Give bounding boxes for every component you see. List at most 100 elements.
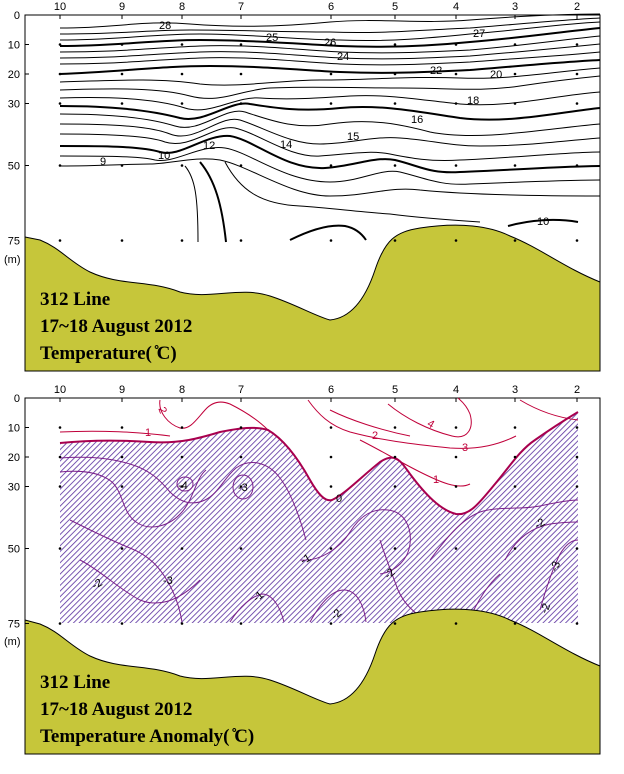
svg-text:28: 28 (159, 20, 171, 32)
sample-point (575, 426, 579, 429)
sample-point (58, 239, 62, 242)
station-label: 3 (512, 1, 518, 13)
sample-point (393, 239, 397, 242)
sample-point (58, 72, 62, 76)
sample-point (120, 455, 124, 459)
seafloor-land (24, 224, 601, 372)
sample-point (513, 455, 517, 459)
sample-point (575, 239, 579, 242)
svg-text:10: 10 (158, 150, 170, 162)
station-label: 10 (54, 1, 66, 13)
svg-text:-3: -3 (238, 482, 248, 494)
sample-point (575, 72, 579, 76)
sample-point (513, 43, 517, 46)
sample-point (454, 43, 458, 46)
sample-point (513, 622, 517, 625)
svg-text:18: 18 (467, 95, 479, 107)
svg-text:312 Line: 312 Line (40, 672, 110, 693)
sample-point (575, 622, 579, 625)
sample-point (329, 426, 333, 429)
temperature-panel: 10 9 8 7 6 5 4 3 2 0 10 20 30 50 75 (m) (4, 1, 601, 372)
svg-text:24: 24 (337, 51, 349, 63)
svg-text:-3: -3 (163, 575, 173, 587)
sample-point (58, 43, 62, 46)
sample-point (58, 426, 62, 429)
sample-point (329, 102, 333, 105)
sample-point (329, 455, 333, 459)
anomaly-caption: 312 Line 17~18 August 2012 Temperature A… (40, 672, 254, 747)
sample-point (393, 164, 397, 167)
sample-point (58, 164, 62, 167)
sample-point (329, 239, 333, 242)
station-label: 8 (179, 1, 185, 13)
sample-point (454, 164, 458, 167)
sample-point (239, 426, 243, 429)
svg-text:-3: -3 (549, 560, 564, 573)
sample-point (120, 102, 124, 105)
svg-text:2: 2 (155, 405, 168, 415)
sample-point (120, 164, 124, 167)
sample-point (513, 72, 517, 76)
depth-tick-label: 20 (8, 69, 20, 81)
depth-tick-label: 30 (8, 482, 20, 494)
depth-unit-label: (m) (4, 636, 21, 648)
svg-text:20: 20 (490, 69, 502, 81)
sample-point (329, 622, 333, 625)
svg-text:14: 14 (280, 139, 292, 151)
depth-axis-bottom: 0 10 20 30 50 75 (8, 393, 29, 631)
depth-tick-label: 30 (8, 99, 20, 111)
sample-point (239, 102, 243, 105)
station-axis-top: 10 9 8 7 6 5 4 3 2 (54, 1, 580, 19)
sample-point (454, 622, 458, 625)
sample-point (120, 547, 124, 550)
sample-point (58, 102, 62, 105)
anomaly-panel: 10 9 8 7 6 5 4 3 2 0 10 20 30 50 75 (m) 2 1 4 2 3 1 0… (4, 384, 601, 755)
station-label: 7 (238, 1, 244, 13)
sample-point (180, 102, 184, 105)
sample-point (393, 485, 397, 488)
sample-point (239, 43, 243, 46)
sample-point (239, 164, 243, 167)
sample-point (329, 164, 333, 167)
sample-point (180, 485, 184, 488)
depth-axis-top: 0 10 20 30 50 75 (8, 10, 29, 248)
svg-text:3: 3 (462, 442, 468, 454)
temperature-contour-labels: 28 27 26 25 24 22 20 18 16 15 14 12 10 9… (100, 20, 549, 228)
sample-point (454, 239, 458, 242)
svg-text:10: 10 (537, 216, 549, 228)
temperature-contours (59, 13, 601, 243)
depth-tick-label: 10 (8, 40, 20, 52)
sample-point (513, 485, 517, 488)
seafloor-land (24, 608, 601, 755)
depth-tick-label: 10 (8, 423, 20, 435)
sample-point (454, 426, 458, 429)
sample-point (239, 72, 243, 76)
sample-point (454, 72, 458, 76)
depth-unit-label: (m) (4, 254, 21, 266)
sample-point (454, 485, 458, 488)
sample-point (180, 426, 184, 429)
svg-text:-2: -2 (539, 602, 554, 615)
depth-tick-label: 0 (14, 10, 20, 22)
station-axis-bottom: 10 9 8 7 6 5 4 3 2 (54, 384, 580, 402)
sample-point (513, 426, 517, 429)
sample-point (120, 426, 124, 429)
sample-point (120, 622, 124, 625)
sample-point (454, 455, 458, 459)
sample-point (120, 485, 124, 488)
sample-point (575, 485, 579, 488)
sample-point (393, 547, 397, 550)
station-label: 8 (179, 384, 185, 396)
station-label: 4 (453, 1, 459, 13)
sample-point (575, 43, 579, 46)
sample-point (58, 455, 62, 459)
sample-points-top (58, 43, 579, 242)
sample-point (513, 239, 517, 242)
sample-point (575, 455, 579, 459)
sample-point (180, 43, 184, 46)
sample-point (575, 102, 579, 105)
sample-point (393, 72, 397, 76)
svg-text:25: 25 (266, 32, 278, 44)
zero-anomaly-contour (59, 411, 579, 516)
